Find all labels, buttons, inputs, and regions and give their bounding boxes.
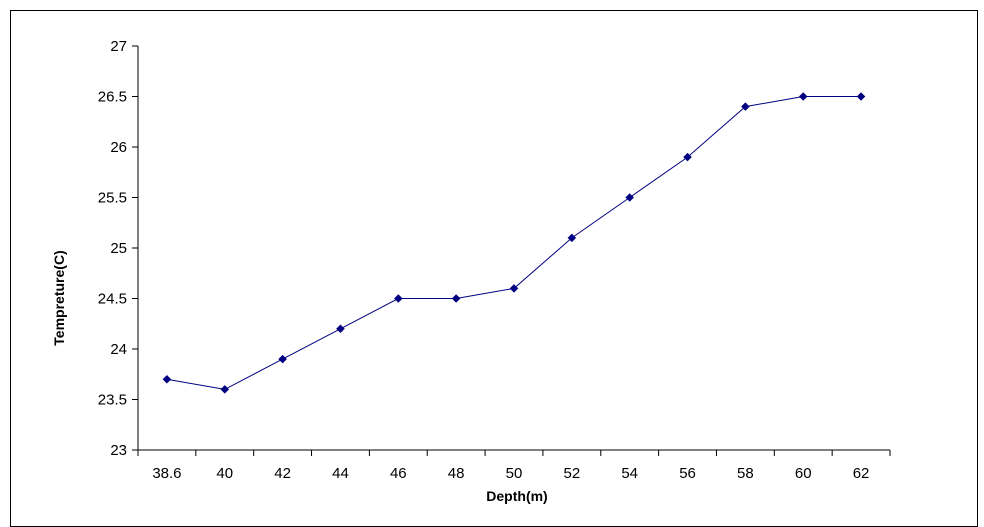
series-group — [162, 92, 866, 394]
y-tick-label: 27 — [110, 38, 127, 55]
y-tick-label: 26 — [110, 139, 127, 156]
y-tick-label: 25.5 — [98, 190, 127, 207]
x-tick-label: 62 — [853, 465, 870, 482]
y-tick-label: 26.5 — [98, 89, 127, 106]
y-tick-label: 24.5 — [98, 291, 127, 308]
y-axis-title: Tempreture(C) — [51, 250, 67, 345]
y-tick-label: 24 — [110, 341, 127, 358]
data-point-marker — [336, 324, 345, 334]
x-tick-label: 48 — [448, 465, 465, 482]
data-point-marker — [683, 152, 692, 162]
data-point-marker — [393, 294, 403, 303]
x-tick-label: 42 — [274, 465, 291, 482]
x-tick-label: 58 — [737, 465, 754, 482]
data-point-marker — [856, 92, 866, 101]
data-point-marker — [509, 284, 519, 293]
x-tick-label: 50 — [506, 465, 523, 482]
x-tick-label: 46 — [390, 465, 407, 482]
data-point-marker — [625, 193, 635, 202]
data-point-marker — [162, 374, 172, 384]
x-tick-label: 56 — [679, 465, 696, 482]
data-point-marker — [567, 233, 577, 243]
y-axis: 23 23.5 24 24.5 25 25.5 26 26.5 27 — [98, 38, 139, 459]
y-tick-label: 23 — [110, 442, 127, 459]
data-point-marker — [278, 354, 287, 364]
x-tick-label: 52 — [564, 465, 581, 482]
y-tick-label: 23.5 — [98, 392, 127, 409]
x-tick-label: 54 — [621, 465, 638, 482]
data-point-marker — [798, 92, 808, 101]
x-axis: 38.6 40 42 44 46 48 50 52 54 56 58 60 62 — [137, 449, 891, 482]
x-axis-title: Depth(m) — [486, 488, 547, 504]
x-tick-label: 44 — [332, 465, 349, 482]
x-tick-label: 38.6 — [152, 465, 181, 482]
series-line — [166, 96, 862, 390]
x-tick-label: 60 — [795, 465, 812, 482]
data-point-marker — [451, 294, 461, 303]
data-point-marker — [220, 385, 230, 394]
y-tick-label: 25 — [110, 240, 127, 257]
data-point-marker — [741, 102, 750, 111]
x-tick-label: 40 — [216, 465, 233, 482]
